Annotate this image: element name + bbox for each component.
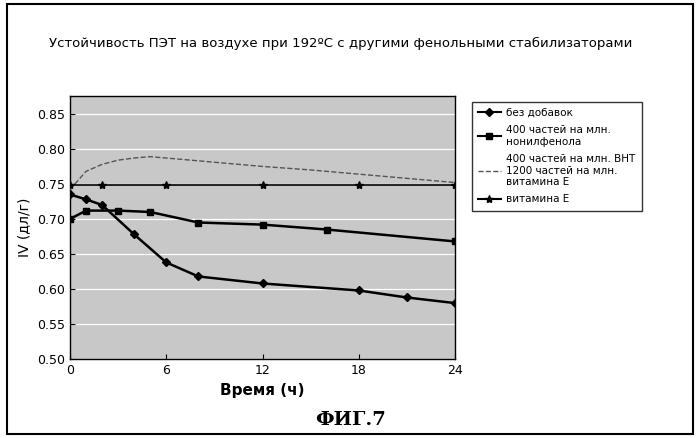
- Y-axis label: IV (дл/г): IV (дл/г): [18, 198, 32, 258]
- X-axis label: Время (ч): Время (ч): [220, 382, 304, 398]
- Text: ФИГ.7: ФИГ.7: [314, 411, 386, 429]
- Legend: без добавок, 400 частей на млн.
нонилфенола, 400 частей на млн. ВНТ
1200 частей : без добавок, 400 частей на млн. нонилфен…: [472, 102, 642, 211]
- Text: Устойчивость ПЭТ на воздухе при 192ºC с другими фенольными стабилизаторами: Устойчивость ПЭТ на воздухе при 192ºC с …: [49, 37, 632, 50]
